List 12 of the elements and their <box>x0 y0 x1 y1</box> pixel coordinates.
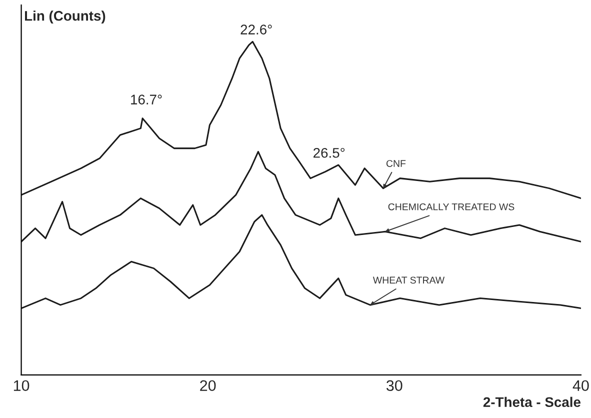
y-axis-title: Lin (Counts) <box>25 10 106 24</box>
x-tick-label: 30 <box>386 380 402 392</box>
series-label: CNF <box>386 160 406 167</box>
annotation: 26.5° <box>314 148 345 158</box>
x-tick-label: 20 <box>200 380 216 392</box>
x-axis-title: 2-Theta - Scale <box>483 396 580 408</box>
x-tick-label: 10 <box>14 380 30 392</box>
x-tick-label: 40 <box>572 380 589 392</box>
annotation: 22.6° <box>240 24 272 34</box>
annotation: 16.7° <box>131 94 162 104</box>
series-label: CHEMICALLY TREATED WS <box>388 203 514 210</box>
series-label: WHEAT STRAW <box>372 276 445 284</box>
